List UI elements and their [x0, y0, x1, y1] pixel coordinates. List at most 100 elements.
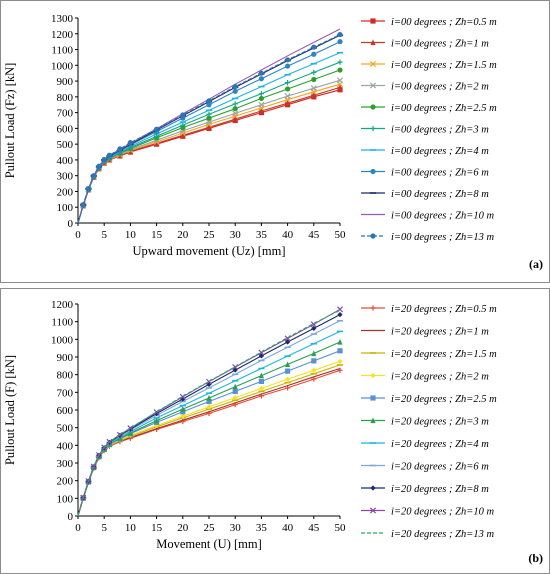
y-tick-label: 200 [57, 186, 74, 198]
data-point [337, 67, 343, 73]
x-tick-label: 5 [101, 229, 107, 241]
data-point [180, 406, 186, 412]
legend-label: i=00 degrees ; Zh=3 m [391, 125, 489, 136]
data-point [206, 398, 212, 405]
data-point [285, 57, 291, 63]
y-tick-label: 600 [57, 123, 74, 135]
legend-item: i=20 degrees ; Zh=0.5 m [361, 304, 497, 315]
chart-0-legend: i=00 degrees ; Zh=0.5 m i=00 degrees ; Zh… [361, 17, 497, 243]
data-point [206, 124, 212, 130]
data-point [336, 77, 344, 84]
legend-marker [370, 39, 376, 46]
y-tick-label: 1200 [51, 299, 74, 311]
y-tick-label: 100 [57, 202, 74, 214]
y-tick-label: 1300 [51, 13, 74, 25]
legend-label: i=00 degrees ; Zh=1.5 m [391, 60, 497, 71]
x-tick-label: 40 [282, 229, 294, 241]
legend-label: i=20 degrees ; Zh=10 m [391, 507, 494, 518]
x-tick-label: 25 [204, 229, 216, 241]
panel-label-a: (a) [529, 257, 543, 271]
x-tick-label: 10 [125, 229, 137, 241]
x-tick-label: 45 [308, 229, 320, 241]
legend-label: i=20 degrees ; Zh=0.5 m [391, 304, 497, 315]
legend-label: i=20 degrees ; Zh=13 m [391, 529, 494, 540]
data-point [285, 361, 291, 368]
series-line [77, 52, 341, 224]
data-point [285, 376, 291, 382]
x-tick-label: 30 [230, 522, 242, 534]
data-point [232, 101, 238, 107]
data-point [180, 409, 186, 415]
y-tick-label: 1000 [51, 334, 74, 346]
x-tick-label: 45 [308, 522, 320, 534]
data-point [285, 100, 291, 106]
legend-item: i=20 degrees ; Zh=8 m [361, 484, 489, 495]
series-10 [77, 31, 343, 224]
data-point [180, 112, 186, 118]
y-tick-label: 200 [57, 476, 74, 488]
legend-marker [370, 305, 376, 311]
x-tick-label: 10 [125, 522, 137, 534]
legend-marker [370, 125, 376, 132]
data-point [258, 353, 264, 359]
x-tick-label: 35 [256, 229, 268, 241]
chart-b-svg: 0 5 10 15 20 25 30 35 40 45 5001002003004005006007… [3, 299, 497, 551]
data-point [337, 31, 343, 38]
x-tick-label: 50 [335, 229, 347, 241]
legend-marker [370, 233, 376, 239]
legend-label: i=00 degrees ; Zh=6 m [391, 168, 489, 179]
data-point [232, 106, 238, 112]
y-tick-label: 700 [57, 108, 74, 120]
legend-item: i=20 degrees ; Zh=1.5 m [361, 349, 497, 360]
y-tick-label: 900 [57, 76, 74, 88]
series-6 [77, 51, 344, 224]
legend-item: i=00 degrees ; Zh=2.5 m [361, 103, 497, 114]
data-point [285, 86, 291, 92]
x-tick-label: 15 [151, 522, 163, 534]
legend-marker [369, 507, 377, 514]
data-point [311, 51, 317, 57]
y-tick-label: 300 [57, 458, 74, 470]
data-point [232, 383, 238, 390]
data-point [206, 98, 212, 104]
y-tick-label: 300 [57, 171, 74, 183]
data-point [258, 76, 264, 82]
y-tick-label: 900 [57, 352, 74, 364]
data-point [258, 101, 265, 108]
legend-label: i=20 degrees ; Zh=8 m [391, 484, 489, 495]
y-tick-label: 0 [68, 511, 74, 523]
data-point [154, 417, 160, 424]
series-10 [77, 309, 341, 517]
legend-label: i=00 degrees ; Zh=4 m [391, 146, 489, 157]
data-point [337, 367, 343, 373]
x-tick-label: 20 [177, 522, 189, 534]
data-point [258, 107, 264, 114]
series-line [77, 61, 341, 224]
legend-item: i=00 degrees ; Zh=4 m [361, 146, 489, 157]
data-point [205, 119, 213, 126]
data-point [232, 388, 238, 395]
y-tick-label: 1200 [51, 29, 74, 41]
data-point [258, 91, 264, 97]
legend-item: i=20 degrees ; Zh=4 m [361, 439, 489, 450]
data-point [311, 76, 317, 83]
data-point [311, 69, 317, 76]
legend-marker [369, 60, 377, 68]
data-point [258, 372, 264, 379]
series-line [77, 69, 341, 224]
y-tick-label: 400 [57, 155, 74, 167]
data-point [337, 84, 343, 90]
series-4 [77, 67, 343, 224]
legend-marker [370, 104, 376, 110]
y-tick-label: 1100 [51, 317, 73, 329]
data-point [311, 325, 317, 331]
legend-label: i=00 degrees ; Zh=2.5 m [391, 103, 497, 114]
data-point [101, 156, 107, 163]
y-tick-label: 700 [57, 387, 74, 399]
data-point [337, 39, 343, 45]
y-tick-label: 100 [57, 493, 74, 505]
legend-label: i=20 degrees ; Zh=2 m [391, 372, 489, 383]
x-tick-label: 0 [75, 522, 81, 534]
series-6 [77, 330, 344, 517]
legend-label: i=20 degrees ; Zh=4 m [391, 439, 489, 450]
